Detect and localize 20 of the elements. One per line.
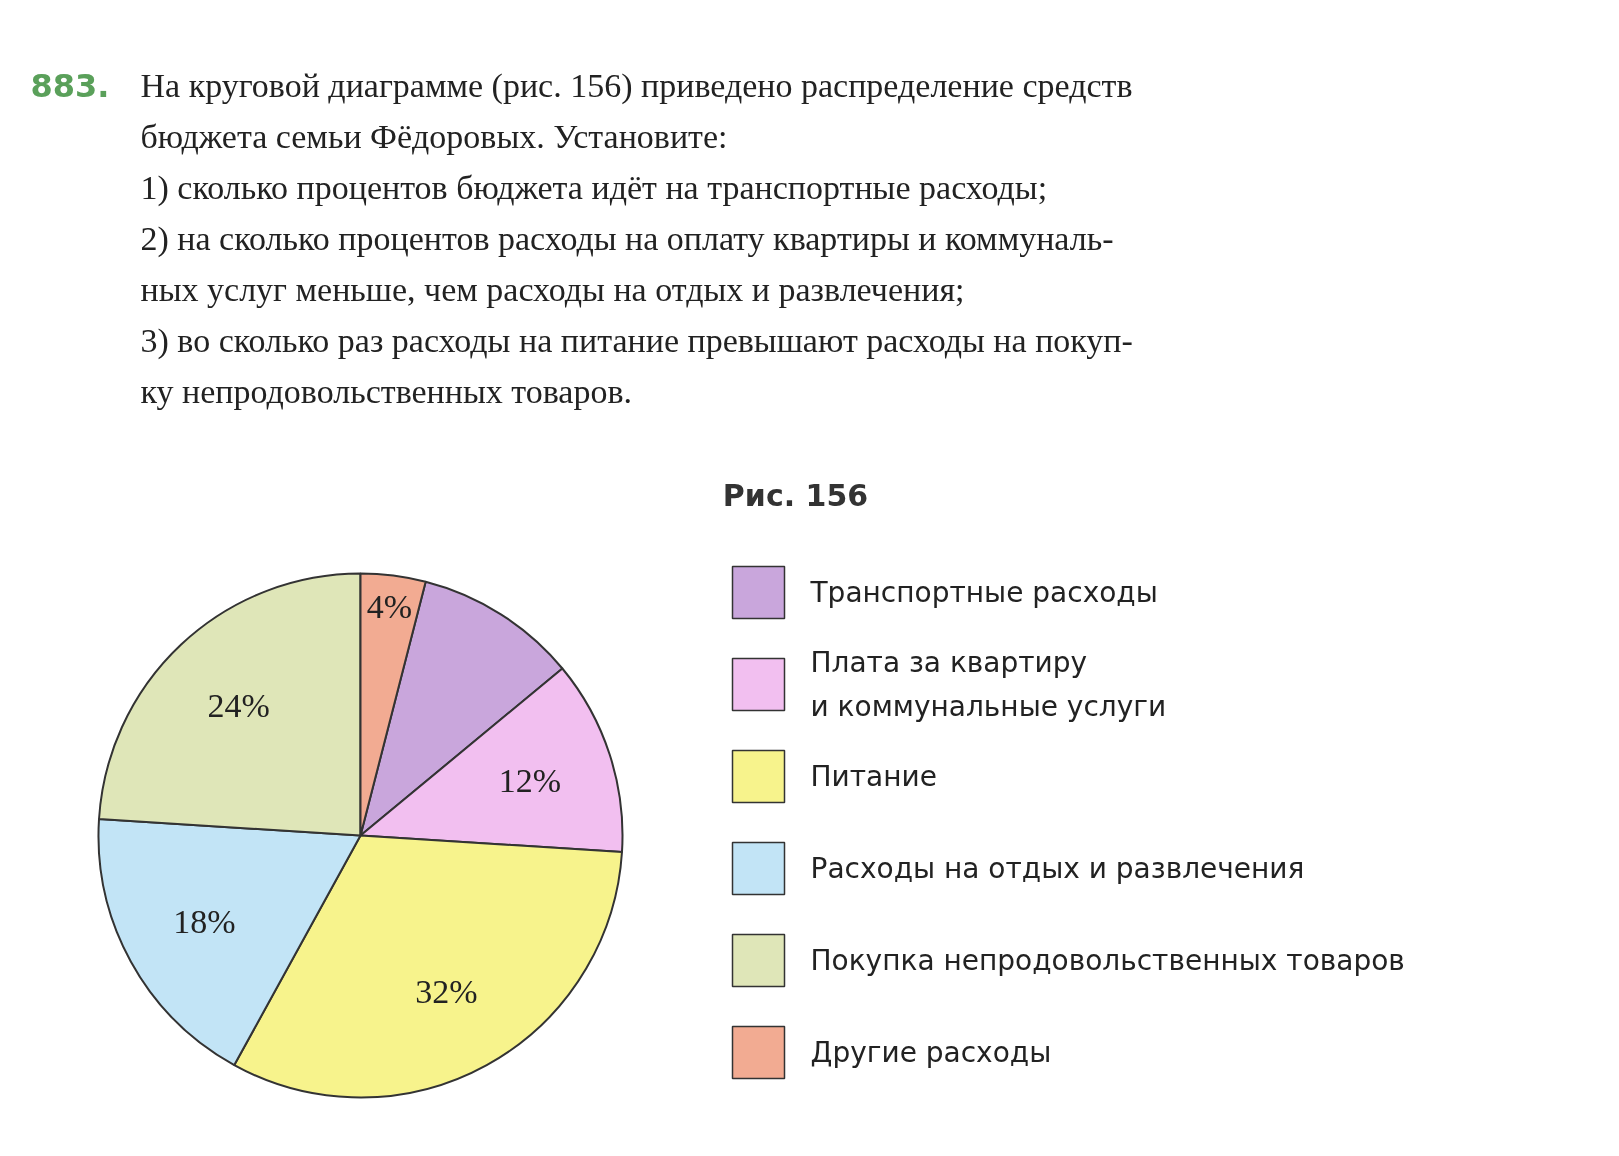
text: 2) на сколько процентов расходы на оплату квартиры и коммуналь-: [140, 220, 1114, 258]
data-label: 18%: [173, 902, 236, 940]
legend-label: Расходы на отдых и развлечения: [810, 852, 1305, 885]
legend-label: Плата за квартиру и коммунальные услуги: [810, 645, 1167, 724]
text: бюджета семьи Фёдоровых. Установите:: [140, 118, 728, 155]
data-label: 4%: [366, 588, 413, 626]
legend-label: Покупка непродовольственных товаров: [810, 944, 1405, 977]
chart-title: Рис. 156: [722, 478, 869, 513]
text: ных услуг меньше, чем расходы на отдых и развлечения;: [140, 271, 965, 308]
text: ку непродовольственных товаров.: [140, 373, 632, 410]
legend-label: Транспортные расходы: [809, 576, 1158, 609]
text: 3) во сколько раз расходы на питание превышают расходы на покуп-: [140, 322, 1133, 360]
data-label: 24%: [207, 687, 270, 725]
text: 883.: [30, 67, 110, 105]
text: 1) сколько процентов бюджета идёт на транспортные расходы;: [140, 169, 1048, 207]
data-label: 32%: [415, 973, 478, 1011]
text: На круговой диаграмме (рис. 156) приведено распределение средств: [140, 67, 1133, 105]
data-label: 12%: [498, 761, 562, 799]
legend-label: Питание: [810, 760, 937, 793]
legend-label: Другие расходы: [810, 1036, 1052, 1069]
